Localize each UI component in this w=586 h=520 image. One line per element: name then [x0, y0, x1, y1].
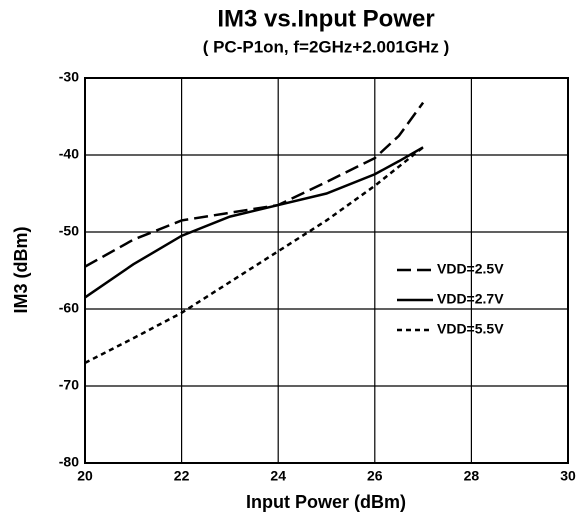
- y-tick-label: -60: [59, 300, 79, 316]
- y-tick-label: -40: [59, 146, 79, 162]
- legend-label: VDD=2.7V: [437, 291, 504, 307]
- x-axis-label: Input Power (dBm): [246, 492, 406, 512]
- y-tick-label: -30: [59, 69, 79, 85]
- chart-subtitle: ( PC-P1on, f=2GHz+2.001GHz ): [203, 37, 450, 56]
- x-tick-label: 28: [464, 468, 480, 484]
- x-tick-label: 30: [560, 468, 576, 484]
- x-tick-label: 20: [77, 468, 93, 484]
- x-tick-label: 24: [270, 468, 286, 484]
- y-axis-label: IM3 (dBm): [11, 227, 31, 314]
- x-tick-label: 22: [174, 468, 190, 484]
- series-line: [84, 101, 425, 268]
- legend-label: VDD=5.5V: [437, 321, 504, 337]
- y-tick-label: -70: [59, 377, 79, 393]
- x-tick-label: 26: [367, 468, 383, 484]
- y-tick-label: -50: [59, 223, 79, 239]
- chart-title: IM3 vs.Input Power: [217, 5, 434, 32]
- y-tick-label: -80: [59, 454, 79, 470]
- series-line: [84, 146, 424, 365]
- legend-label: VDD=2.5V: [437, 261, 504, 277]
- plot-frame: [84, 77, 569, 464]
- series-line: [84, 146, 424, 299]
